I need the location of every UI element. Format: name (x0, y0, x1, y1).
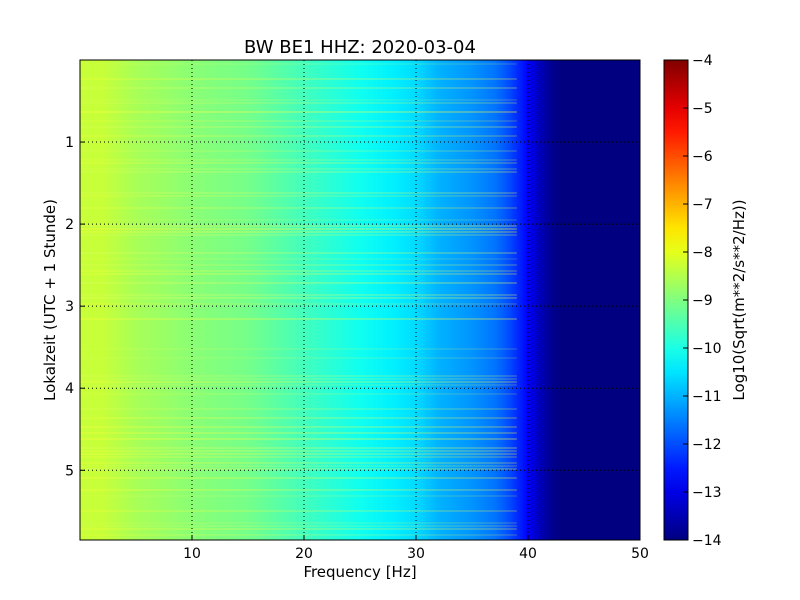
heatmap-fill (80, 60, 640, 540)
heatmap-stripe (80, 228, 517, 230)
heatmap-stripe (80, 258, 517, 260)
heatmap-stripe (80, 489, 517, 491)
heatmap-stripe (80, 297, 517, 299)
heatmap-stripe (80, 99, 517, 101)
heatmap-stripe (80, 207, 517, 209)
heatmap-stripe (80, 264, 517, 266)
heatmap-stripe (80, 426, 517, 428)
colorbar-tick-label: −12 (692, 437, 722, 453)
heatmap-stripe (80, 273, 517, 275)
heatmap-stripe (80, 522, 517, 524)
heatmap-stripe (80, 192, 517, 194)
heatmap-stripe (80, 87, 517, 89)
heatmap-stripe (80, 318, 517, 320)
heatmap-stripe (80, 438, 517, 440)
x-axis: 10 20 30 40 50 (183, 535, 649, 562)
grid-lines (80, 60, 640, 540)
colorbar-tick-label: −7 (692, 197, 713, 213)
y-axis: 1 2 3 4 5 (65, 135, 85, 479)
heatmap-stripe (80, 162, 517, 164)
heatmap-stripe (80, 456, 517, 458)
colorbar-tick-label: −4 (692, 53, 713, 69)
x-tick-label: 20 (295, 546, 313, 562)
colorbar-tick-label: −9 (692, 293, 713, 309)
x-tick-label: 40 (519, 546, 537, 562)
y-tick-label: 2 (65, 217, 74, 233)
heatmap-stripe (80, 126, 517, 128)
heatmap-stripe (80, 111, 517, 113)
heatmap-stripe (80, 270, 517, 272)
heatmap-stripe (80, 168, 517, 170)
heatmap-stripe (80, 219, 517, 221)
heatmap-stripe (80, 447, 517, 449)
heatmap-stripe (80, 348, 517, 350)
colorbar: −4 −5 −6 −7 −8 −9 −10 −11 −12 −13 −14 Log10(Sqrt(m… (663, 53, 748, 549)
heatmap-stripe (80, 393, 517, 395)
x-tick-label: 30 (407, 546, 425, 562)
heatmap-stripe (80, 195, 517, 197)
x-tick-label: 10 (183, 546, 201, 562)
colorbar-ticks: −4 −5 −6 −7 −8 −9 −10 −11 −12 −13 −14 (683, 53, 722, 549)
y-tick-label: 4 (65, 381, 74, 397)
heatmap-stripe (80, 432, 517, 434)
heatmap-stripe (80, 384, 517, 386)
heatmap-stripe (80, 495, 517, 497)
heatmap-stripe (80, 375, 517, 377)
heatmap-stripe (80, 417, 517, 419)
heatmap-stripe (80, 381, 517, 383)
colorbar-tick-label: −11 (692, 389, 722, 405)
heatmap-stripe (80, 303, 517, 305)
heatmap-stripe (80, 252, 517, 254)
colorbar-label: Log10(Sqrt(m**2/s**2/Hz)) (730, 199, 748, 400)
heatmap-stripe (80, 225, 517, 227)
heatmap-stripe (80, 63, 517, 65)
heatmap-stripe (80, 357, 517, 359)
y-tick-label: 5 (65, 463, 74, 479)
colorbar-tick-label: −6 (692, 149, 713, 165)
heatmap-stripe (80, 234, 517, 236)
colorbar-tick-label: −8 (692, 245, 713, 261)
colorbar-tick-label: −14 (692, 533, 722, 549)
heatmap-stripe (80, 468, 517, 470)
colorbar-tick-label: −5 (692, 101, 713, 117)
heatmap-stripe (80, 378, 517, 380)
heatmap-stripe (80, 465, 517, 467)
plot-area (79, 59, 641, 541)
heatmap-stripe (80, 453, 517, 455)
heatmap-stripe (80, 408, 517, 410)
heatmap-stripe (80, 231, 517, 233)
plot-frame (79, 59, 641, 541)
heatmap-row-stripes (80, 63, 517, 536)
x-tick-label: 50 (631, 546, 649, 562)
heatmap-stripe (80, 150, 517, 152)
heatmap-stripe (80, 294, 517, 296)
heatmap-stripe (80, 282, 517, 284)
heatmap-stripe (80, 102, 517, 104)
y-axis-label: Lokalzeit (UTC + 1 Stunde) (41, 199, 59, 401)
heatmap-stripe (80, 525, 517, 527)
chart-title: BW BE1 HHZ: 2020-03-04 (244, 37, 476, 58)
y-tick-label: 3 (65, 299, 74, 315)
heatmap-stripe (80, 171, 517, 173)
colorbar-tick-label: −10 (692, 341, 722, 357)
heatmap-stripe (80, 135, 517, 137)
heatmap-stripe (80, 477, 517, 479)
heatmap-stripe (80, 528, 517, 530)
colorbar-tick-label: −13 (692, 485, 722, 501)
heatmap-stripe (80, 534, 517, 536)
heatmap-stripe (80, 120, 517, 122)
heatmap-stripe (80, 462, 517, 464)
heatmap-stripe (80, 510, 517, 512)
heatmap-stripe (80, 450, 517, 452)
x-axis-label: Frequency [Hz] (303, 563, 416, 581)
heatmap-stripe (80, 78, 517, 80)
heatmap-stripe (80, 159, 517, 161)
y-tick-label: 1 (65, 135, 74, 151)
